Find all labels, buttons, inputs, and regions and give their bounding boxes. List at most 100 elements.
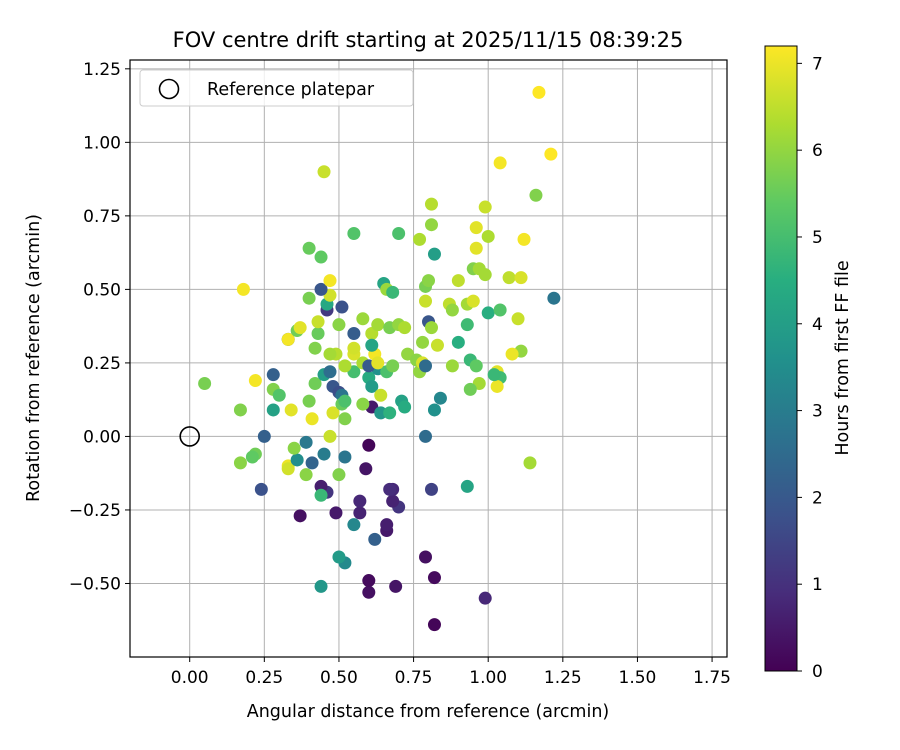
data-point [502, 271, 516, 285]
data-point [245, 450, 259, 464]
data-point [481, 306, 495, 320]
colorbar-tick-label: 7 [812, 54, 823, 74]
data-point [478, 268, 492, 282]
data-point [317, 447, 331, 461]
data-point [356, 397, 370, 411]
data-point [419, 294, 433, 308]
x-tick-label: 0.25 [245, 668, 283, 688]
data-point [478, 591, 492, 605]
data-point [374, 388, 388, 402]
data-point [347, 518, 361, 532]
data-point [383, 482, 397, 496]
x-tick-label: 1.25 [544, 668, 582, 688]
x-tick-label: 1.00 [469, 668, 507, 688]
colorbar-label: Hours from first FF file [833, 260, 853, 455]
data-point [368, 532, 382, 546]
data-point [460, 479, 474, 493]
data-point [419, 359, 433, 373]
data-point [374, 406, 388, 420]
data-point [308, 376, 322, 390]
data-point [365, 338, 379, 352]
data-point [356, 312, 370, 326]
colorbar-tick-label: 6 [812, 141, 823, 161]
data-point [416, 335, 430, 349]
data-point [323, 365, 337, 379]
data-point [463, 382, 477, 396]
data-point [398, 321, 412, 335]
data-point [287, 441, 301, 455]
data-point [314, 488, 328, 502]
data-point [326, 406, 340, 420]
data-point [266, 403, 280, 417]
y-tick-label: 0.00 [83, 427, 121, 447]
data-point [317, 165, 331, 179]
data-point [386, 285, 400, 299]
data-point [332, 468, 346, 482]
data-point [427, 247, 441, 261]
legend-box [139, 69, 414, 107]
data-point [353, 494, 367, 508]
data-point [451, 335, 465, 349]
data-point [445, 359, 459, 373]
colorbar-tick-label: 0 [812, 662, 823, 682]
data-point [430, 338, 444, 352]
colorbar-tick-label: 5 [812, 228, 823, 248]
data-point [365, 379, 379, 393]
data-point [460, 318, 474, 332]
data-point [362, 438, 376, 452]
y-tick-label: 1.00 [83, 133, 121, 153]
data-point [427, 403, 441, 417]
data-point [293, 321, 307, 335]
x-tick-label: 0.50 [320, 668, 358, 688]
data-point [323, 274, 337, 288]
data-point [233, 403, 247, 417]
data-point [511, 312, 525, 326]
data-point [332, 318, 346, 332]
data-point [290, 453, 304, 467]
data-point [302, 394, 316, 408]
y-tick-label: 0.25 [83, 354, 121, 374]
data-point [323, 347, 337, 361]
data-point [427, 618, 441, 632]
data-point [469, 359, 483, 373]
data-point [198, 376, 212, 390]
data-point [314, 579, 328, 593]
data-point [335, 300, 349, 314]
x-axis-ticks: 0.00 0.25 0.50 0.75 1.00 1.25 1.50 1.75 [171, 657, 731, 688]
data-point [487, 368, 501, 382]
data-point [338, 450, 352, 464]
data-point [293, 509, 307, 523]
chart-title: FOV centre drift starting at 2025/11/15 … [173, 28, 684, 52]
data-point [493, 156, 507, 170]
data-point [299, 468, 313, 482]
data-point [236, 282, 250, 296]
x-tick-label: 0.00 [171, 668, 209, 688]
data-point [433, 391, 447, 405]
colorbar-tick-label: 4 [812, 315, 823, 335]
data-point [532, 85, 546, 99]
data-point [445, 303, 459, 317]
data-point [383, 406, 397, 420]
data-point [371, 356, 385, 370]
data-point [424, 482, 438, 496]
data-point [413, 232, 427, 246]
y-tick-label: 0.50 [83, 280, 121, 300]
legend-label: Reference platepar [207, 80, 375, 100]
data-point [305, 456, 319, 470]
data-point [424, 218, 438, 232]
data-point [272, 388, 286, 402]
colorbar: 0 1 2 3 4 5 6 7 Hours from first FF file [764, 45, 853, 682]
data-point [478, 200, 492, 214]
y-tick-label: −0.50 [69, 574, 121, 594]
data-point [544, 147, 558, 161]
data-point [493, 303, 507, 317]
data-point [323, 429, 337, 443]
y-tick-label: 0.75 [83, 207, 121, 227]
data-point [529, 188, 543, 202]
data-point [424, 197, 438, 211]
data-point [362, 585, 376, 599]
data-point [514, 271, 528, 285]
data-point [398, 400, 412, 414]
colorbar-tick-label: 1 [812, 575, 823, 595]
